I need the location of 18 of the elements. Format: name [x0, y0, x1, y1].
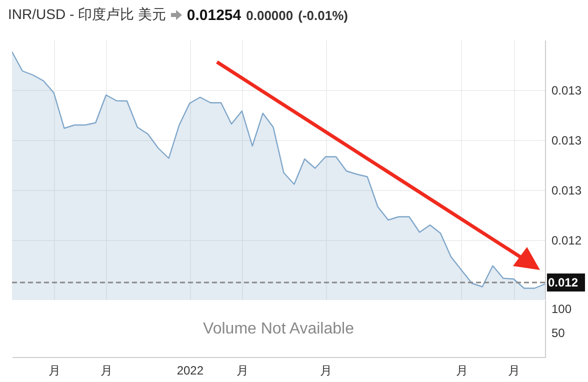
x-tick-label: 月: [456, 364, 468, 378]
x-tick-label: 月: [100, 364, 113, 378]
text: (-0.01%): [298, 8, 348, 22]
y-tick-label: 0.013: [552, 184, 582, 198]
y-tick-label: 0.013: [552, 84, 582, 98]
x-tick-label: 月: [320, 364, 332, 378]
x-tick-label: 月: [48, 364, 60, 378]
chart-title: INR/USD - 印度卢比 美元: [8, 6, 166, 24]
x-tick-label: 月: [236, 364, 248, 378]
annotation: Volume Not Available: [203, 320, 354, 338]
y-tick-label: 50: [552, 326, 566, 340]
x-tick-label: 2022: [176, 364, 204, 378]
y-tick-label: 0.012: [552, 234, 582, 248]
y-tick-label: 0.013: [552, 134, 582, 148]
text: 0.00000: [246, 8, 294, 22]
y-tick-label: 100: [552, 302, 572, 316]
x-tick-label: 月: [508, 364, 520, 378]
text: 0.01254: [186, 6, 242, 24]
